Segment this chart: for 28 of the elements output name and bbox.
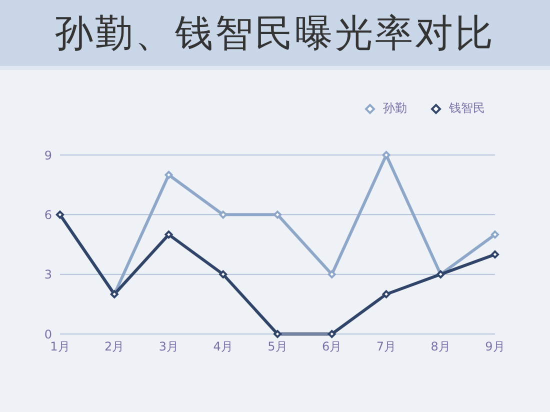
point — [219, 270, 228, 278]
point — [382, 151, 390, 159]
x-tick-label: 2月 — [104, 340, 124, 354]
x-tick-label: 9月 — [485, 340, 505, 354]
point — [164, 230, 173, 239]
point — [219, 210, 228, 219]
point — [328, 270, 336, 278]
x-tick-label: 7月 — [376, 340, 396, 354]
legend-label: 钱智民 — [449, 100, 485, 117]
x-tick-label: 6月 — [322, 340, 342, 354]
point — [274, 330, 282, 338]
legend-label: 孙勤 — [383, 100, 407, 117]
y-tick-label: 3 — [44, 268, 52, 282]
y-tick-label: 9 — [44, 148, 52, 162]
chart-title: 孙勤、钱智民曝光率对比 — [0, 0, 550, 70]
x-tick-label: 5月 — [268, 340, 288, 354]
x-tick-label: 4月 — [213, 340, 233, 354]
point — [382, 290, 390, 298]
point — [328, 330, 336, 338]
point — [164, 170, 173, 179]
x-tick-label: 8月 — [430, 340, 450, 354]
x-tick-label: 1月 — [50, 340, 70, 354]
y-tick-label: 6 — [44, 208, 52, 222]
y-tick-label: 0 — [44, 327, 52, 342]
point — [491, 250, 499, 258]
point — [274, 210, 282, 219]
x-tick-label: 3月 — [158, 340, 179, 354]
point — [491, 230, 499, 239]
